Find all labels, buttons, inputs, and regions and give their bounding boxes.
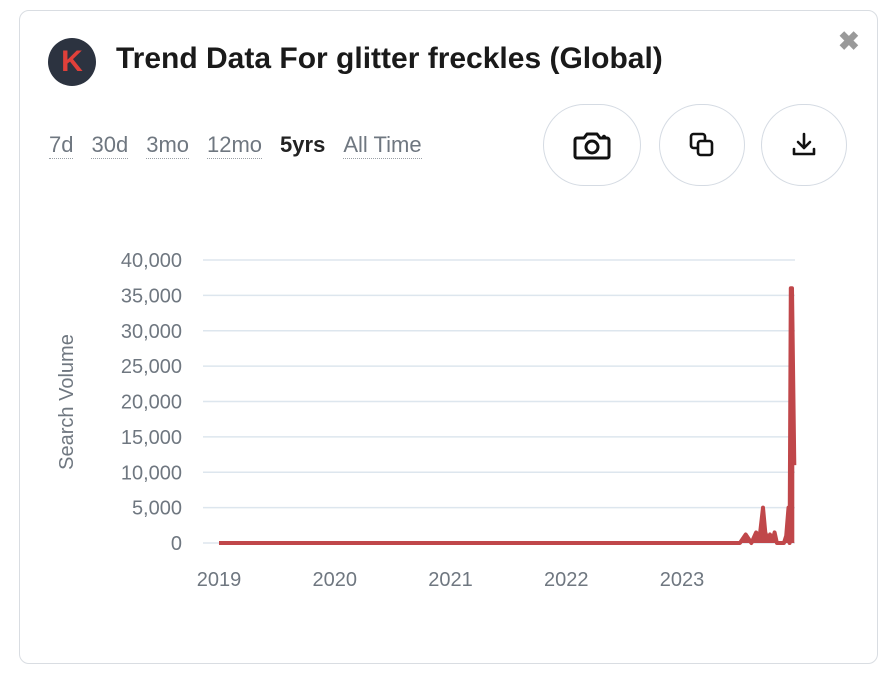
camera-icon: [573, 132, 611, 160]
x-tick-label: 2019: [197, 569, 242, 591]
copy-button[interactable]: [659, 104, 745, 186]
range-all-time[interactable]: All Time: [343, 132, 422, 159]
y-tick-label: 0: [171, 533, 182, 555]
range-7d[interactable]: 7d: [49, 132, 74, 159]
range-12mo[interactable]: 12mo: [207, 132, 263, 159]
x-tick-label: 2021: [428, 569, 473, 591]
y-tick-label: 25,000: [121, 356, 182, 378]
x-tick-label: 2023: [660, 569, 705, 591]
y-axis-label: Search Volume: [56, 334, 78, 470]
x-tick-label: 2020: [313, 569, 358, 591]
close-icon[interactable]: ✖: [838, 26, 860, 56]
y-tick-label: 15,000: [121, 427, 182, 449]
y-tick-label: 35,000: [121, 285, 182, 307]
x-tick-label: 2022: [544, 569, 589, 591]
range-3mo[interactable]: 3mo: [146, 132, 189, 159]
y-tick-label: 40,000: [121, 250, 182, 272]
logo-letter: K: [61, 45, 83, 78]
screenshot-button[interactable]: [543, 104, 641, 186]
y-tick-label: 10,000: [121, 462, 182, 484]
range-5yrs[interactable]: 5yrs: [280, 132, 326, 157]
series-area: [219, 288, 795, 543]
brand-logo: K: [48, 38, 96, 86]
page-title: Trend Data For glitter freckles (Global): [116, 42, 663, 75]
series-line: [219, 286, 797, 545]
download-button[interactable]: [761, 104, 847, 186]
range-30d[interactable]: 30d: [91, 132, 129, 159]
time-range-selector: 7d 30d 3mo 12mo 5yrs All Time: [49, 132, 422, 159]
download-icon: [792, 132, 816, 156]
copy-icon: [689, 132, 714, 157]
y-tick-label: 20,000: [121, 392, 182, 414]
y-tick-label: 5,000: [132, 498, 182, 520]
y-tick-label: 30,000: [121, 321, 182, 343]
